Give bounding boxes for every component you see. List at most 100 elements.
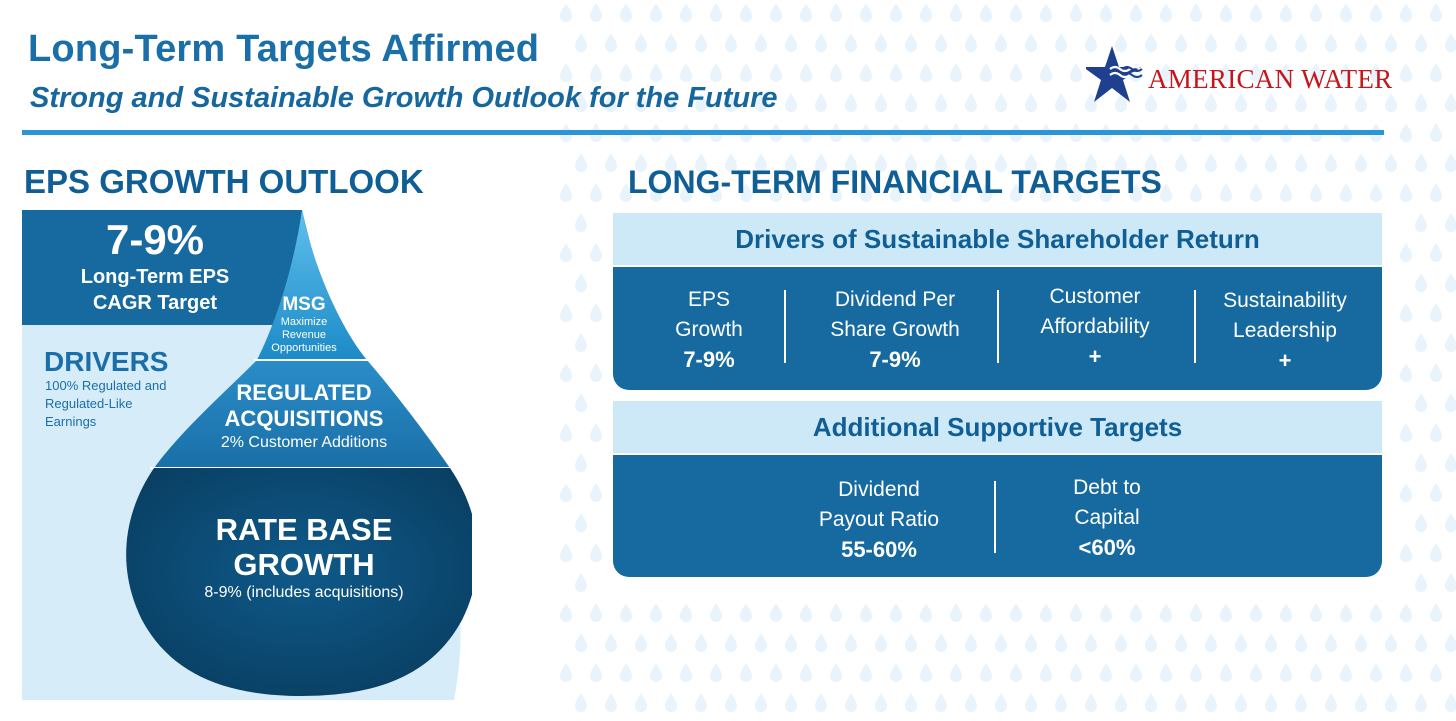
background-drop xyxy=(605,693,617,712)
background-drop xyxy=(1430,423,1442,442)
supportive-band: Additional Supportive Targets xyxy=(613,401,1382,453)
background-drop xyxy=(1040,63,1052,82)
background-drop xyxy=(680,3,692,22)
background-drop xyxy=(1400,303,1412,322)
drivers-panel: EPS Growth 7-9% Dividend Per Share Growt… xyxy=(613,267,1382,390)
background-drop xyxy=(665,693,677,712)
background-drop xyxy=(800,63,812,82)
background-drop xyxy=(695,633,707,652)
background-drop xyxy=(1220,183,1232,202)
driver-line1: Customer xyxy=(1049,285,1141,308)
background-drop xyxy=(920,3,932,22)
background-drop xyxy=(1070,603,1082,622)
logo-wordmark: AMERICAN WATER xyxy=(1148,64,1393,94)
background-drop xyxy=(1385,153,1397,172)
background-drop xyxy=(1400,363,1412,382)
background-drop xyxy=(1265,153,1277,172)
driver-line1: Sustainability xyxy=(1223,289,1347,312)
background-drop xyxy=(560,663,572,682)
driver-eps-growth: EPS Growth 7-9% xyxy=(633,285,785,375)
background-drop xyxy=(605,153,617,172)
background-drop xyxy=(1355,153,1367,172)
background-drop xyxy=(1010,603,1022,622)
background-drop xyxy=(935,93,947,112)
background-drop xyxy=(1100,3,1112,22)
background-drop xyxy=(845,693,857,712)
background-drop xyxy=(1070,663,1082,682)
background-drop xyxy=(560,483,572,502)
driver-value: + xyxy=(1278,348,1292,373)
eps-growth-heading: EPS GROWTH OUTLOOK xyxy=(24,163,424,200)
background-drop xyxy=(1235,633,1247,652)
background-drop xyxy=(950,663,962,682)
wave-icon xyxy=(1109,65,1141,73)
background-drop xyxy=(1355,693,1367,712)
msg-line3: Opportunities xyxy=(271,342,337,354)
background-drop xyxy=(1205,153,1217,172)
background-drop xyxy=(1130,663,1142,682)
supportive-line2: Payout Ratio xyxy=(818,508,940,531)
background-drop xyxy=(755,693,767,712)
background-drop xyxy=(1400,3,1412,22)
supportive-value: 55-60% xyxy=(841,537,917,562)
background-drop xyxy=(575,213,587,232)
background-drop xyxy=(1055,33,1067,52)
background-drop xyxy=(1310,663,1322,682)
background-drop xyxy=(1205,693,1217,712)
background-drop xyxy=(815,93,827,112)
background-drop xyxy=(620,63,632,82)
background-drop xyxy=(1385,93,1397,112)
background-drop xyxy=(830,3,842,22)
background-drop xyxy=(665,33,677,52)
background-drop xyxy=(1295,153,1307,172)
background-drop xyxy=(590,603,602,622)
background-drop xyxy=(1445,213,1456,232)
background-drop xyxy=(590,63,602,82)
background-drop xyxy=(1445,33,1456,52)
background-drop xyxy=(935,633,947,652)
background-drop xyxy=(1010,3,1022,22)
financial-targets-heading: LONG-TERM FINANCIAL TARGETS xyxy=(628,164,1162,200)
background-drop xyxy=(1130,603,1142,622)
background-drop xyxy=(815,693,827,712)
background-drop xyxy=(1400,483,1412,502)
background-drop xyxy=(1325,693,1337,712)
background-drop xyxy=(1190,663,1202,682)
background-drop xyxy=(560,63,572,82)
background-drop xyxy=(1325,633,1337,652)
background-drop xyxy=(590,303,602,322)
background-drop xyxy=(590,3,602,22)
divider xyxy=(994,481,996,553)
background-drop xyxy=(725,33,737,52)
background-drop xyxy=(740,663,752,682)
eps-drop-diagram: 7-9% Long-Term EPS CAGR Target MSG Maxim… xyxy=(22,210,478,700)
background-drop xyxy=(1145,633,1157,652)
background-drop xyxy=(575,573,587,592)
background-drop xyxy=(935,693,947,712)
background-drop xyxy=(1070,3,1082,22)
background-drop xyxy=(1310,603,1322,622)
background-drop xyxy=(725,633,737,652)
background-drop xyxy=(950,3,962,22)
eps-target-line2: CAGR Target xyxy=(92,292,218,314)
background-drop xyxy=(1160,603,1172,622)
drivers-line2: Regulated-Like xyxy=(45,396,133,411)
background-drop xyxy=(785,33,797,52)
background-drop xyxy=(1400,183,1412,202)
header-rule xyxy=(22,130,1384,135)
background-drop xyxy=(1445,573,1456,592)
background-drop xyxy=(680,603,692,622)
background-drop xyxy=(635,33,647,52)
background-drop xyxy=(1220,663,1232,682)
background-drop xyxy=(650,63,662,82)
background-drop xyxy=(1415,93,1427,112)
background-drop xyxy=(575,633,587,652)
background-drop xyxy=(1085,693,1097,712)
background-drop xyxy=(1250,603,1262,622)
background-drop xyxy=(1340,183,1352,202)
background-drop xyxy=(650,603,662,622)
acquisitions-sub: 2% Customer Additions xyxy=(220,434,388,451)
background-drop xyxy=(965,33,977,52)
background-drop xyxy=(1220,3,1232,22)
background-drop xyxy=(1205,633,1217,652)
